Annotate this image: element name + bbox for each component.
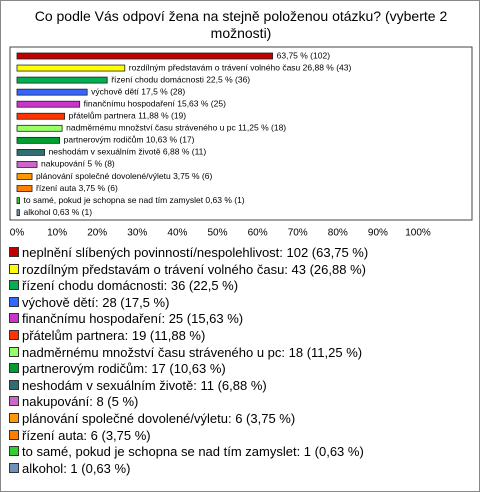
x-tick-label: 10%	[47, 228, 67, 239]
bar	[16, 209, 20, 217]
x-tick-label: 100%	[405, 228, 431, 239]
x-tick-label: 30%	[127, 228, 147, 239]
x-tick-label: 20%	[87, 228, 107, 239]
legend-swatch	[9, 363, 19, 374]
bar	[16, 52, 274, 60]
legend-label: to samé, pokud je schopna se nad tím zam…	[22, 444, 364, 460]
bar	[16, 185, 33, 192]
legend-label: přátelům partnera: 19 (11,88 %)	[22, 327, 206, 343]
legend-entry: řízení auta: 6 (3,75 %)	[9, 428, 368, 445]
legend-swatch	[9, 296, 19, 307]
data-label: řízení chodu domácnosti 22,5 % (36)	[111, 74, 250, 84]
legend-swatch	[9, 412, 19, 423]
legend-swatch	[9, 462, 19, 473]
legend-label: rozdílným představám o trávení volného č…	[22, 261, 366, 277]
x-tick-label: 0%	[10, 228, 25, 239]
legend-swatch	[9, 346, 19, 357]
data-label: přátelům partnera 11,88 % (19)	[69, 111, 187, 121]
bar	[16, 100, 81, 108]
x-tick-label: 60%	[248, 228, 268, 239]
bar	[16, 76, 108, 84]
data-label: nakupování 5 % (8)	[41, 159, 115, 169]
bar	[16, 161, 38, 168]
legend-swatch	[9, 263, 19, 274]
legend-label: řízení chodu domácnosti: 36 (22,5 %)	[22, 278, 239, 294]
bar	[16, 173, 33, 180]
legend-label: nakupování: 8 (5 %)	[22, 394, 139, 410]
legend-swatch	[9, 247, 19, 257]
legend-entry: přátelům partnera: 19 (11,88 %)	[9, 328, 368, 345]
legend-label: neplnění slíbených povinností/nespolehli…	[22, 245, 369, 260]
bar	[16, 112, 66, 120]
legend: neplnění slíbených povinností/nespolehli…	[9, 245, 368, 477]
legend-swatch	[9, 313, 19, 324]
bar	[16, 64, 126, 72]
legend-entry: partnerovým rodičům: 17 (10,63 %)	[9, 361, 368, 378]
data-label: finančnímu hospodaření 15,63 % (25)	[84, 98, 226, 108]
legend-label: výchově dětí: 28 (17,5 %)	[22, 294, 170, 310]
data-label: alkohol 0,63 % (1)	[24, 207, 93, 217]
data-label: rozdílným představám o trávení volného č…	[129, 62, 352, 72]
legend-swatch	[9, 280, 19, 291]
bar	[16, 124, 63, 132]
bar	[16, 148, 45, 156]
legend-entry: řízení chodu domácnosti: 36 (22,5 %)	[9, 278, 368, 295]
legend-entry: neplnění slíbených povinností/nespolehli…	[9, 245, 368, 262]
bar	[16, 136, 61, 144]
x-tick-label: 80%	[328, 228, 348, 239]
data-label: partnerovým rodičům 10,63 % (17)	[64, 135, 195, 145]
legend-entry: plánování společné dovolené/výletu: 6 (3…	[9, 411, 368, 428]
legend-entry: nadměrnému množství času stráveného u pc…	[9, 345, 368, 362]
plot-frame	[9, 46, 473, 221]
legend-swatch	[9, 379, 19, 390]
legend-label: alkohol: 1 (0,63 %)	[22, 460, 131, 476]
legend-entry: rozdílným představám o trávení volného č…	[9, 262, 368, 279]
x-tick-label: 40%	[167, 228, 187, 239]
legend-label: plánování společné dovolené/výletu: 6 (3…	[22, 410, 296, 426]
legend-label: partnerovým rodičům: 17 (10,63 %)	[22, 361, 226, 377]
legend-label: finančnímu hospodaření: 25 (15,63 %)	[22, 311, 244, 327]
legend-entry: výchově dětí: 28 (17,5 %)	[9, 295, 368, 312]
legend-entry: nakupování: 8 (5 %)	[9, 394, 368, 411]
data-label: plánování společné dovolené/výletu 3,75 …	[36, 171, 212, 181]
legend-entry: to samé, pokud je schopna se nad tím zam…	[9, 444, 368, 461]
legend-swatch	[9, 446, 19, 457]
x-tick-label: 90%	[368, 228, 388, 239]
legend-swatch	[9, 329, 19, 340]
data-label: 63,75 % (102)	[277, 50, 331, 60]
legend-swatch	[9, 396, 19, 407]
legend-entry: finančnímu hospodaření: 25 (15,63 %)	[9, 311, 368, 328]
bar	[16, 88, 88, 96]
legend-label: neshodám v sexuálním životě: 11 (6,88 %)	[22, 377, 267, 393]
x-tick-label: 50%	[207, 228, 227, 239]
legend-label: nadměrnému množství času stráveného u pc…	[22, 344, 363, 360]
bar	[16, 197, 20, 205]
data-label: neshodám v sexuálním životě 6,88 % (11)	[49, 147, 207, 157]
legend-entry: neshodám v sexuálním životě: 11 (6,88 %)	[9, 378, 368, 395]
data-label: výchově dětí 17,5 % (28)	[91, 86, 185, 96]
data-label: řízení auta 3,75 % (6)	[36, 183, 118, 193]
legend-swatch	[9, 429, 19, 440]
chart-title: Co podle Vás odpoví žena na stejně polož…	[34, 8, 448, 41]
legend-entry: alkohol: 1 (0,63 %)	[9, 461, 368, 478]
data-label: to samé, pokud je schopna se nad tím zam…	[24, 195, 245, 205]
data-label: nadměrnému množství času stráveného u pc…	[66, 123, 286, 133]
legend-label: řízení auta: 6 (3,75 %)	[22, 427, 151, 443]
x-tick-label: 70%	[288, 228, 308, 239]
